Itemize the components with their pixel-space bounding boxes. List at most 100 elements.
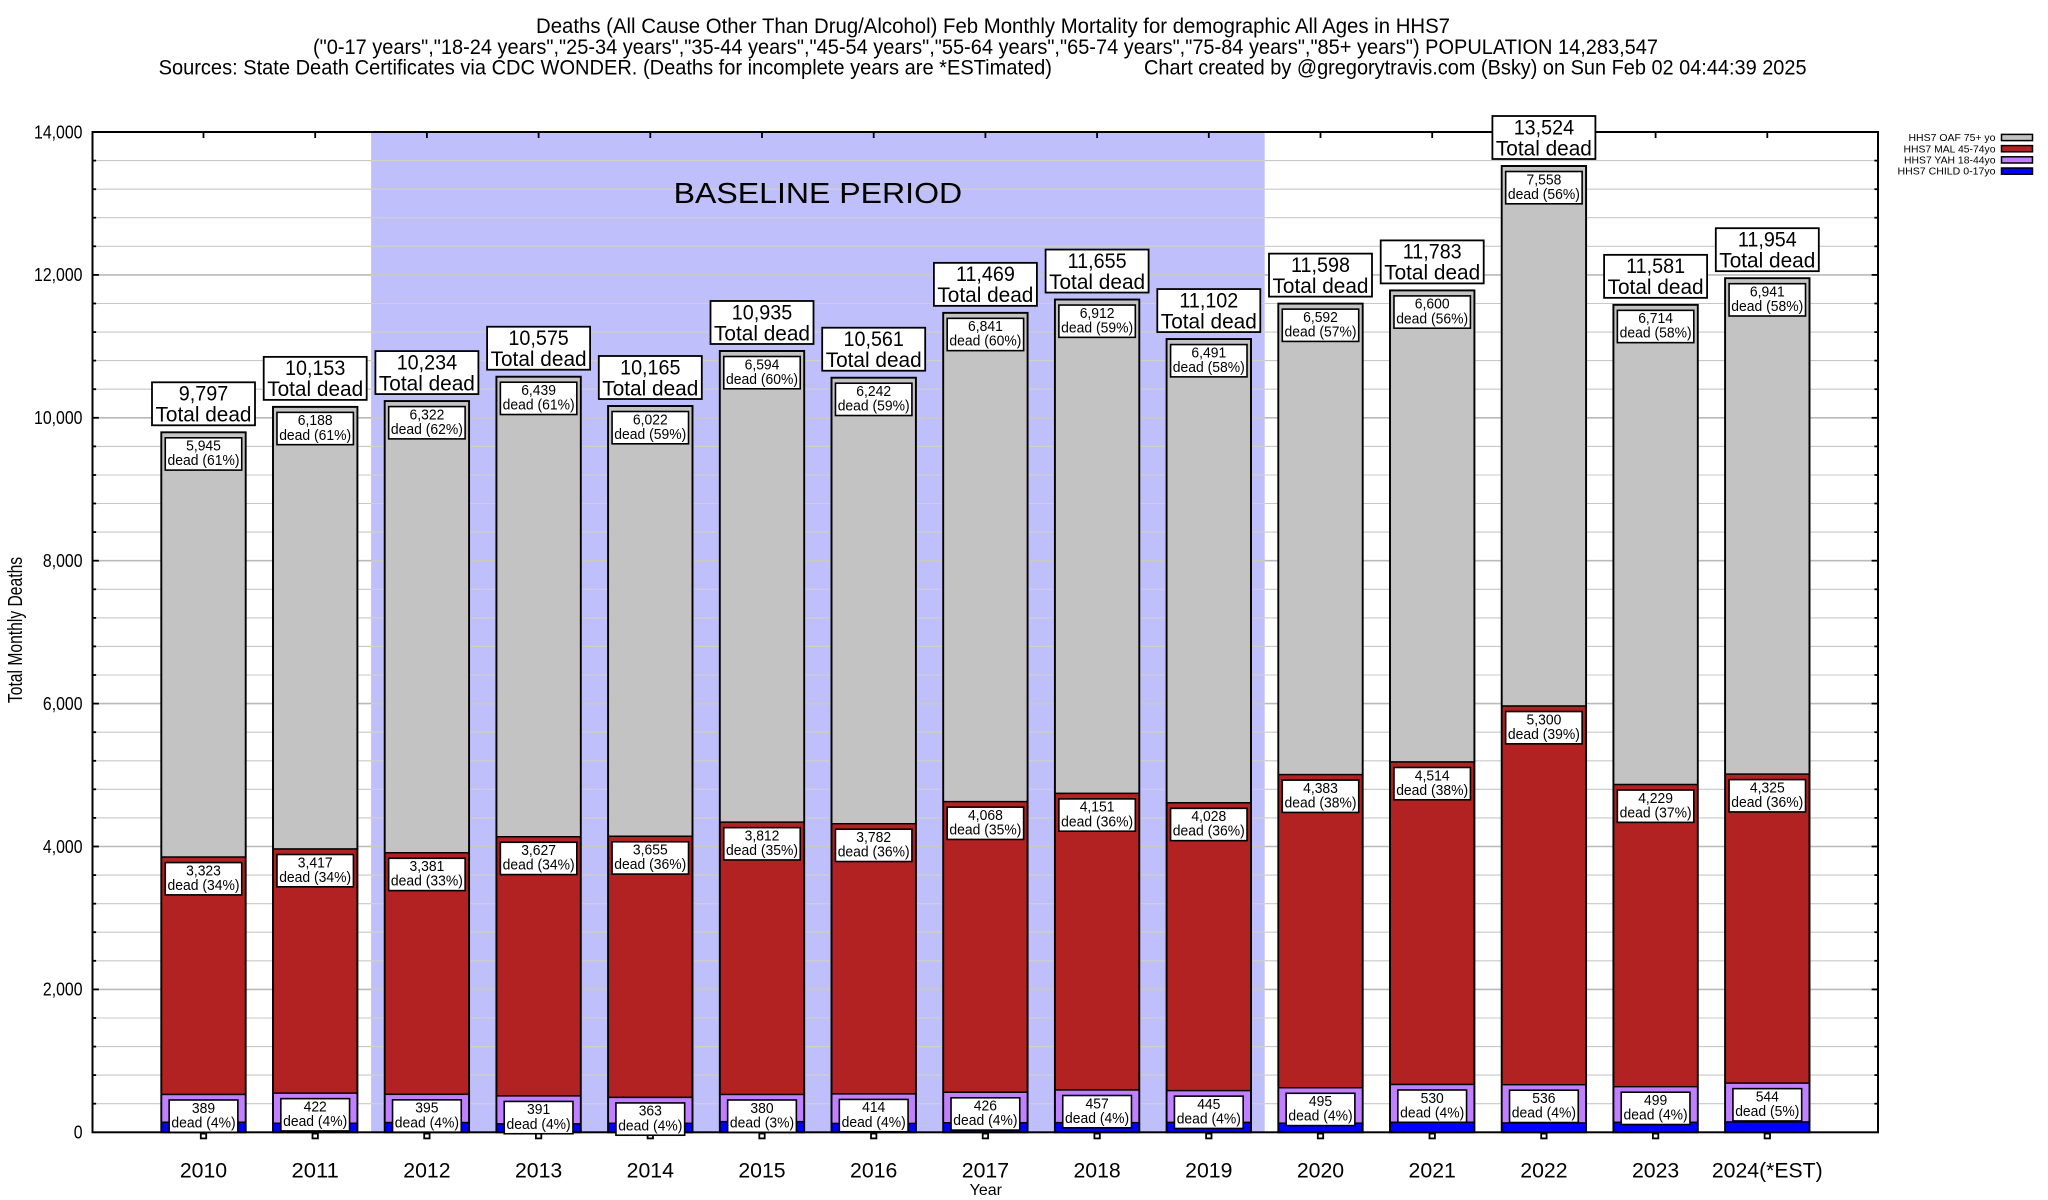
svg-text:dead (34%): dead (34%) bbox=[168, 878, 240, 894]
svg-text:dead (4%): dead (4%) bbox=[1400, 1105, 1464, 1121]
svg-text:dead (58%): dead (58%) bbox=[1173, 360, 1245, 376]
svg-text:11,581: 11,581 bbox=[1626, 255, 1685, 278]
svg-text:6,714: 6,714 bbox=[1638, 311, 1673, 327]
svg-text:dead (56%): dead (56%) bbox=[1508, 187, 1580, 203]
svg-text:BASELINE PERIOD: BASELINE PERIOD bbox=[674, 178, 963, 210]
svg-text:13,524: 13,524 bbox=[1514, 116, 1575, 139]
svg-text:3,381: 3,381 bbox=[410, 859, 445, 875]
svg-text:2010: 2010 bbox=[180, 1158, 227, 1182]
svg-text:6,022: 6,022 bbox=[633, 412, 668, 428]
svg-text:dead (4%): dead (4%) bbox=[395, 1115, 459, 1131]
svg-text:2021: 2021 bbox=[1409, 1158, 1456, 1182]
svg-text:426: 426 bbox=[974, 1099, 997, 1115]
svg-text:dead (4%): dead (4%) bbox=[1065, 1111, 1129, 1127]
svg-text:6,600: 6,600 bbox=[1415, 297, 1450, 313]
svg-text:6,941: 6,941 bbox=[1750, 285, 1785, 301]
svg-text:6,242: 6,242 bbox=[856, 384, 891, 400]
svg-text:4,514: 4,514 bbox=[1415, 768, 1450, 784]
svg-text:Total dead: Total dead bbox=[1496, 137, 1592, 160]
svg-text:dead (62%): dead (62%) bbox=[391, 422, 463, 438]
svg-text:6,491: 6,491 bbox=[1191, 345, 1226, 361]
svg-text:4,383: 4,383 bbox=[1303, 781, 1338, 797]
svg-text:6,594: 6,594 bbox=[745, 357, 780, 373]
svg-text:3,812: 3,812 bbox=[745, 828, 780, 844]
svg-text:10,153: 10,153 bbox=[285, 357, 345, 380]
svg-text:11,954: 11,954 bbox=[1738, 229, 1797, 252]
svg-text:Total Monthly Deaths: Total Monthly Deaths bbox=[5, 557, 27, 703]
svg-text:dead (61%): dead (61%) bbox=[168, 453, 240, 469]
svg-text:2020: 2020 bbox=[1297, 1158, 1344, 1182]
svg-text:11,469: 11,469 bbox=[956, 263, 1015, 286]
svg-text:dead (56%): dead (56%) bbox=[1396, 311, 1468, 327]
svg-text:dead (61%): dead (61%) bbox=[503, 398, 575, 414]
svg-text:("0-17 years","18-24 years","2: ("0-17 years","18-24 years","25-34 years… bbox=[313, 36, 1658, 59]
svg-text:530: 530 bbox=[1421, 1091, 1444, 1107]
svg-text:6,322: 6,322 bbox=[410, 407, 445, 423]
svg-text:499: 499 bbox=[1644, 1093, 1667, 1109]
svg-text:380: 380 bbox=[750, 1101, 773, 1117]
svg-text:2012: 2012 bbox=[403, 1158, 450, 1182]
svg-text:dead (36%): dead (36%) bbox=[838, 845, 910, 861]
svg-text:Total dead: Total dead bbox=[1049, 271, 1145, 294]
svg-text:4,000: 4,000 bbox=[43, 837, 83, 857]
svg-text:Year: Year bbox=[970, 1182, 1003, 1199]
svg-text:Total dead: Total dead bbox=[602, 377, 698, 400]
svg-text:dead (36%): dead (36%) bbox=[614, 857, 686, 873]
svg-text:0: 0 bbox=[74, 1123, 83, 1143]
svg-text:dead (34%): dead (34%) bbox=[279, 870, 351, 886]
svg-text:dead (59%): dead (59%) bbox=[838, 399, 910, 415]
svg-text:dead (4%): dead (4%) bbox=[842, 1115, 906, 1131]
svg-text:Total dead: Total dead bbox=[714, 322, 810, 345]
svg-text:Total dead: Total dead bbox=[1384, 262, 1480, 285]
svg-text:536: 536 bbox=[1532, 1091, 1555, 1107]
svg-text:dead (39%): dead (39%) bbox=[1508, 727, 1580, 743]
svg-text:10,000: 10,000 bbox=[34, 408, 83, 428]
svg-text:389: 389 bbox=[192, 1101, 215, 1117]
svg-text:dead (38%): dead (38%) bbox=[1396, 783, 1468, 799]
svg-text:dead (5%): dead (5%) bbox=[1735, 1104, 1799, 1120]
svg-text:dead (36%): dead (36%) bbox=[1061, 814, 1133, 830]
svg-text:Total dead: Total dead bbox=[156, 404, 252, 427]
svg-text:10,561: 10,561 bbox=[844, 328, 904, 351]
svg-text:Total dead: Total dead bbox=[491, 348, 587, 371]
svg-text:dead (4%): dead (4%) bbox=[507, 1117, 571, 1133]
svg-text:11,102: 11,102 bbox=[1179, 289, 1238, 312]
svg-text:Total dead: Total dead bbox=[826, 349, 922, 372]
svg-text:Total dead: Total dead bbox=[267, 378, 363, 401]
svg-text:Sources: State Death Certifica: Sources: State Death Certificates via CD… bbox=[159, 57, 1052, 80]
svg-text:dead (4%): dead (4%) bbox=[283, 1114, 347, 1130]
svg-text:2022: 2022 bbox=[1520, 1158, 1567, 1182]
svg-text:10,935: 10,935 bbox=[732, 301, 792, 324]
svg-text:2014: 2014 bbox=[627, 1158, 674, 1182]
svg-text:6,000: 6,000 bbox=[43, 694, 83, 714]
svg-text:2024(*EST): 2024(*EST) bbox=[1712, 1158, 1823, 1182]
svg-text:dead (4%): dead (4%) bbox=[1288, 1109, 1352, 1125]
svg-text:dead (61%): dead (61%) bbox=[279, 428, 351, 444]
svg-text:dead (4%): dead (4%) bbox=[1512, 1106, 1576, 1122]
svg-text:4,028: 4,028 bbox=[1191, 809, 1226, 825]
svg-text:Total dead: Total dead bbox=[1719, 250, 1815, 273]
svg-text:2023: 2023 bbox=[1632, 1158, 1679, 1182]
svg-text:422: 422 bbox=[304, 1099, 327, 1115]
svg-text:Deaths (All Cause Other Than D: Deaths (All Cause Other Than Drug/Alcoho… bbox=[536, 15, 1450, 38]
svg-text:dead (59%): dead (59%) bbox=[1061, 321, 1133, 337]
svg-text:2011: 2011 bbox=[292, 1158, 339, 1182]
svg-text:dead (34%): dead (34%) bbox=[503, 858, 575, 874]
svg-text:2015: 2015 bbox=[738, 1158, 785, 1182]
svg-text:dead (38%): dead (38%) bbox=[1285, 796, 1357, 812]
svg-text:dead (35%): dead (35%) bbox=[949, 823, 1021, 839]
svg-text:11,655: 11,655 bbox=[1068, 250, 1127, 273]
svg-text:2017: 2017 bbox=[962, 1158, 1009, 1182]
svg-text:dead (37%): dead (37%) bbox=[1620, 806, 1692, 822]
svg-text:dead (3%): dead (3%) bbox=[730, 1115, 794, 1131]
svg-text:6,841: 6,841 bbox=[968, 319, 1003, 335]
svg-text:2019: 2019 bbox=[1185, 1158, 1232, 1182]
svg-text:dead (35%): dead (35%) bbox=[726, 843, 798, 859]
svg-text:6,439: 6,439 bbox=[521, 383, 556, 399]
svg-text:11,783: 11,783 bbox=[1403, 241, 1462, 264]
svg-text:dead (60%): dead (60%) bbox=[726, 372, 798, 388]
svg-text:12,000: 12,000 bbox=[34, 265, 83, 285]
svg-text:3,655: 3,655 bbox=[633, 843, 668, 859]
svg-text:6,188: 6,188 bbox=[298, 413, 333, 429]
svg-text:2013: 2013 bbox=[515, 1158, 562, 1182]
